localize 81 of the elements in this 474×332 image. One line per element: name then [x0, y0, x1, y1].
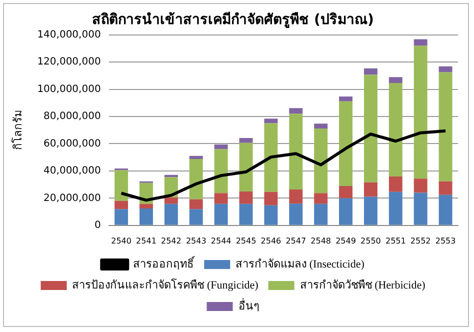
x-tick-label: 2552: [410, 236, 431, 246]
bar: [339, 198, 352, 225]
bar: [114, 170, 128, 201]
bar: [114, 200, 128, 210]
bar: [388, 176, 402, 192]
bar: [189, 156, 203, 159]
bar: [239, 192, 253, 204]
bar: [289, 189, 303, 204]
bar: [289, 108, 303, 114]
bar: [239, 138, 253, 143]
bar: [388, 77, 402, 83]
x-tick-label: 2543: [186, 236, 206, 246]
bar: [139, 204, 153, 209]
x-tick-label: 2548: [310, 236, 331, 246]
x-tick-label: 2549: [336, 236, 356, 246]
x-tick-label: 2542: [160, 236, 182, 246]
bar: [414, 178, 428, 193]
bar: [314, 128, 328, 194]
bar: [414, 46, 428, 179]
x-tick-label: 2546: [260, 236, 282, 246]
legend-label: อื่นๆ: [238, 297, 260, 312]
y-tick-label: 100,000,000: [37, 84, 101, 95]
bar: [388, 192, 402, 225]
y-tick-label: 140,000,000: [37, 29, 101, 40]
x-tick-label: 2547: [286, 236, 306, 246]
y-tick-label: 60,000,000: [44, 138, 101, 150]
bar: [438, 181, 452, 195]
y-tick-label: 120,000,000: [37, 56, 101, 68]
bar: [264, 118, 278, 124]
y-tick-label: 80,000,000: [44, 111, 101, 122]
x-tick-label: 2541: [136, 236, 156, 246]
legend-label: สารกำจัดวัชพืช (Herbicide): [300, 278, 426, 292]
bar: [264, 192, 278, 206]
y-tick-label: 40,000,000: [44, 166, 101, 177]
x-tick-label: 2540: [111, 236, 132, 246]
bar: [139, 208, 153, 225]
bar: [438, 72, 452, 182]
bar: [239, 204, 253, 225]
bar: [364, 74, 378, 182]
bar: [314, 124, 328, 128]
bar: [364, 68, 378, 75]
bar: [388, 82, 402, 177]
bar: [339, 186, 352, 198]
bar: [364, 182, 378, 197]
bar: [214, 204, 228, 225]
legend-label: สารป้องกันและกำจัดโรคพืช (Fungicide): [72, 277, 259, 292]
bar: [339, 96, 352, 102]
x-tick-label: 2545: [236, 236, 256, 246]
bar: [114, 209, 128, 225]
bar: [314, 193, 328, 204]
bar: [414, 39, 428, 46]
x-tick-label: 2551: [385, 236, 406, 246]
bar: [189, 158, 203, 200]
bar: [164, 204, 178, 225]
bar: [164, 174, 178, 178]
chart-title: สถิติการนำเข้าสารเคมีกำจัดศัตรูพืช (ปริมาณ): [92, 12, 374, 28]
legend-label: สารกำจัดแมลง (Insecticide): [236, 258, 365, 270]
y-tick-label: 0: [94, 220, 101, 231]
bar: [289, 114, 303, 190]
bar: [264, 123, 278, 192]
bar: [264, 205, 278, 225]
legend-label: สารออกฤทธิ์: [133, 255, 196, 270]
y-axis-title: กิโลกรัม: [10, 110, 24, 150]
y-tick-label: 20,000,000: [44, 192, 101, 204]
bar: [164, 197, 178, 204]
bar: [414, 192, 428, 225]
bar: [289, 204, 303, 225]
bar: [438, 194, 452, 225]
bar: [214, 149, 228, 194]
x-tick-label: 2550: [360, 236, 381, 246]
x-tick-label: 2553: [435, 236, 456, 246]
bar: [364, 196, 378, 225]
bar: [189, 209, 203, 225]
bar: [314, 204, 328, 225]
bar: [339, 101, 352, 186]
bar: [214, 193, 228, 204]
bar: [189, 199, 203, 210]
bar: [214, 144, 228, 150]
bar: [438, 66, 452, 72]
bar: [239, 142, 253, 192]
x-tick-label: 2544: [210, 236, 232, 246]
